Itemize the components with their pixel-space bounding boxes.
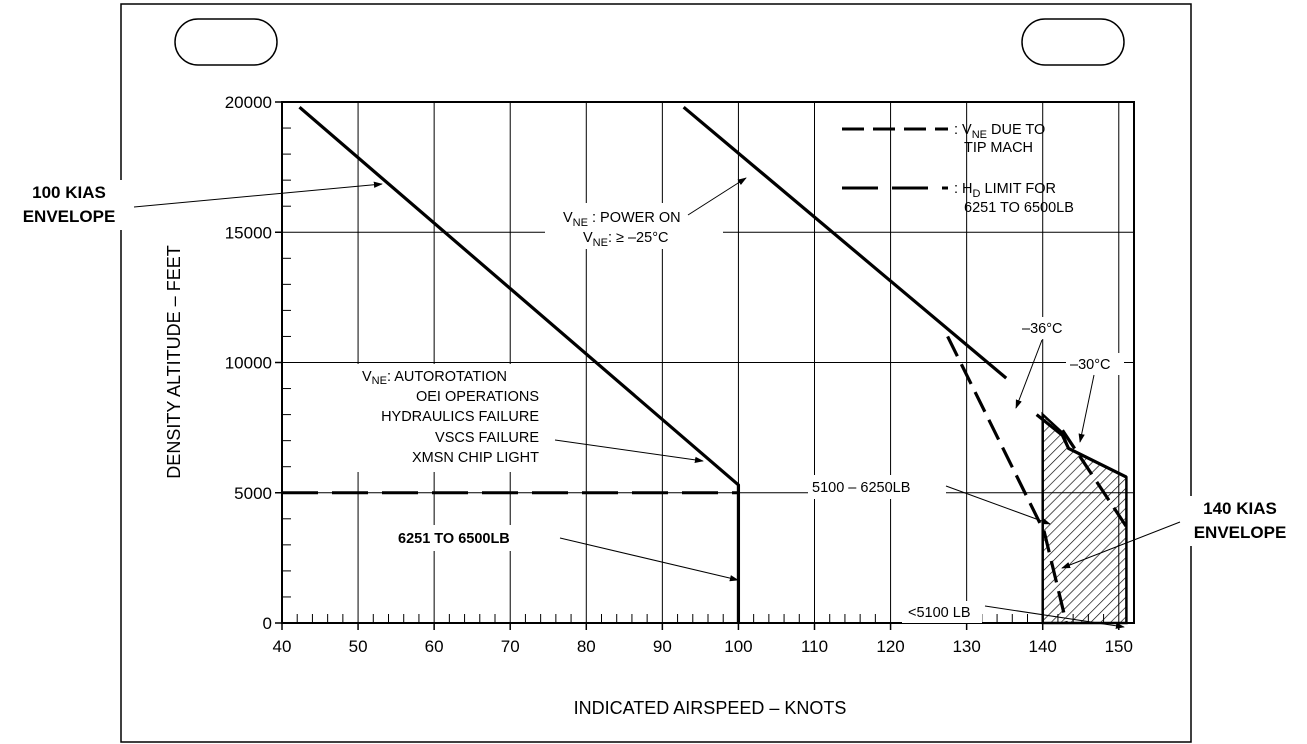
wlt5100-bg — [902, 601, 982, 623]
w6251-label: 6251 TO 6500LB — [398, 531, 510, 547]
legend-label-hd-limit-line2: 6251 TO 6500LB — [964, 200, 1074, 216]
wlt5100-arrow — [984, 605, 1125, 629]
x-tick-label: 90 — [653, 637, 672, 656]
x-tick-label: 110 — [801, 637, 828, 656]
x-tick-label: 140 — [1029, 637, 1057, 656]
axis-ticks: 40 50 60 70 80 90 100 110 120 130 140 150 0 5000 10000… — [225, 93, 1133, 656]
y-tick-label: 0 — [263, 614, 272, 633]
mount-slot-left — [174, 18, 278, 66]
vne-auto-line3: HYDRAULICS FAILURE — [381, 409, 539, 425]
legend-label-tip-mach-line1: : VNE DUE TO — [954, 122, 1045, 141]
y-tick-label: 10000 — [225, 354, 272, 373]
x-tick-label: 80 — [577, 637, 596, 656]
vne-auto-line5: XMSN CHIP LIGHT — [412, 450, 539, 466]
w6251-arrow — [559, 537, 739, 582]
vne-auto-line1: VNE: AUTOROTATION — [362, 369, 507, 387]
x-tick-label: 60 — [425, 637, 444, 656]
w5100-label: 5100 – 6250LB — [812, 480, 910, 496]
temp36-label: –36°C — [1022, 321, 1062, 337]
vne-power-bg — [545, 203, 723, 249]
vne-auto-line2: OEI OPERATIONS — [416, 389, 539, 405]
x-tick-label: 150 — [1105, 637, 1133, 656]
mount-slot-right — [1021, 18, 1125, 66]
temp36-bg — [1018, 317, 1068, 339]
legend: : VNE DUE TO TIP MACH : HD LIMIT FOR 625… — [842, 122, 1074, 216]
y-axis-title: DENSITY ALTITUDE – FEET — [164, 245, 184, 478]
vne-auto-arrow — [554, 439, 704, 463]
temp30-arrow — [1078, 374, 1095, 443]
y-tick-label: 20000 — [225, 93, 272, 112]
w5100-arrow — [945, 485, 1051, 525]
x-tick-label: 50 — [349, 637, 368, 656]
legend-label-hd-limit-line1: : HD LIMIT FOR — [954, 181, 1056, 200]
vne-auto-line4: VSCS FAILURE — [435, 430, 539, 446]
x-tick-label: 70 — [501, 637, 520, 656]
x-tick-label: 100 — [724, 637, 752, 656]
wlt5100-label: <5100 LB — [908, 605, 971, 621]
series-tipmach36 — [946, 335, 1068, 624]
series-vne140 — [682, 105, 1008, 380]
env100-label-line1: 100 KIAS — [32, 183, 106, 202]
x-tick-label: 130 — [952, 637, 980, 656]
annotations: 100 KIAS ENVELOPE 140 KIAS ENVELOPE VNE … — [4, 177, 1304, 629]
y-tick-label: 15000 — [225, 223, 272, 242]
vne-auto-bg — [356, 364, 546, 472]
env140-label-line2: ENVELOPE — [1194, 523, 1287, 542]
legend-label-tip-mach-line2: TIP MACH — [964, 140, 1033, 156]
env100-bg — [4, 180, 132, 230]
y-tick-label: 5000 — [234, 484, 272, 503]
vne-power-arrow — [687, 177, 747, 216]
temp36-arrow — [1015, 339, 1043, 409]
temp30-bg — [1066, 353, 1124, 375]
x-tick-label: 120 — [876, 637, 904, 656]
temp30-label: –30°C — [1070, 357, 1110, 373]
w6251-bg — [394, 525, 554, 551]
w5100-bg — [808, 475, 946, 499]
series-tipmach30 — [1061, 429, 1128, 528]
env140-label-line1: 140 KIAS — [1203, 499, 1277, 518]
x-tick-label: 40 — [273, 637, 292, 656]
vne-power-line1: VNE : POWER ON — [563, 210, 681, 229]
env100-label-line2: ENVELOPE — [23, 207, 116, 226]
env140-bg — [1182, 496, 1304, 546]
env100-arrow — [133, 181, 383, 208]
series-vne140b — [1035, 413, 1128, 479]
x-axis-title: INDICATED AIRSPEED – KNOTS — [574, 698, 847, 718]
env140-arrow — [1061, 521, 1181, 569]
vne-power-line2: VNE: ≥ –25°C — [583, 230, 668, 249]
